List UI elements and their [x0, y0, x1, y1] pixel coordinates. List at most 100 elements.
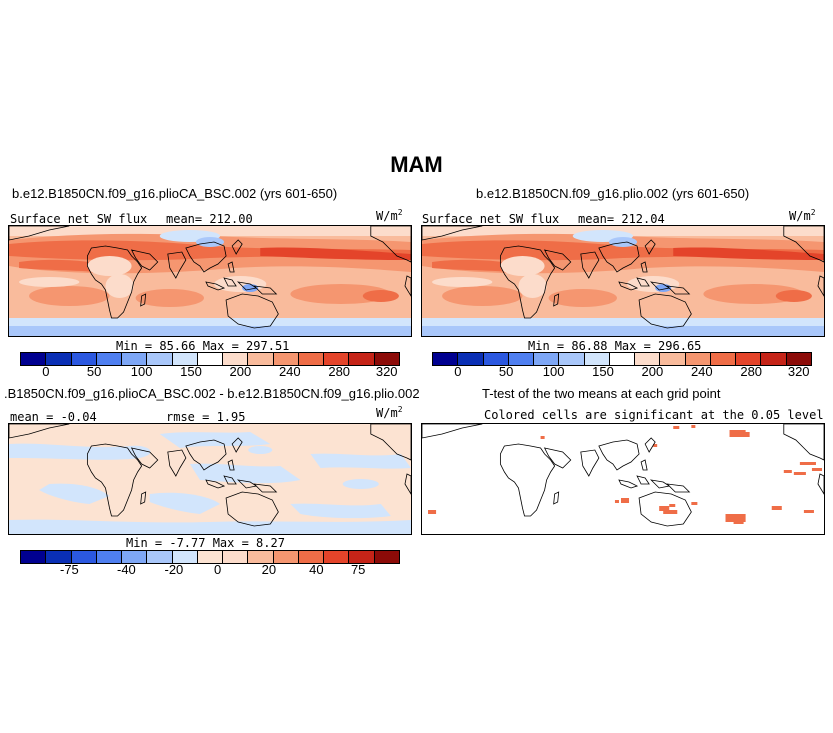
colorbar-top-left-swatch — [197, 353, 224, 365]
colorbar-top-left-tick-label: 200 — [229, 364, 252, 379]
variable-label-top-right: Surface net SW flux — [422, 212, 560, 226]
colorbar-bottom-left-swatch — [324, 551, 350, 563]
units-label-bottom-left: W/m2 — [376, 405, 403, 420]
colorbar-top-right-tick-label: 100 — [542, 364, 565, 379]
colorbar-top-right — [432, 352, 812, 366]
significant-cells — [428, 425, 822, 524]
colorbar-top-right-swatch — [483, 353, 509, 365]
units-label-top-left: W/m2 — [376, 208, 403, 223]
colorbar-bottom-left-tick-label: -40 — [116, 562, 136, 577]
rmse-label-bottom-left: rmse = 1.95 — [166, 410, 246, 424]
colorbar-bottom-left-swatch — [172, 551, 198, 563]
mean-label-bottom-left: mean = -0.04 — [10, 410, 97, 424]
colorbar-top-right-swatch — [458, 353, 484, 365]
colorbar-ticks-top-left: 0 50 100 150 200 240 280 320 — [20, 364, 400, 382]
colorbar-bottom-left-swatch — [122, 551, 148, 563]
colorbar-bottom-left-swatch — [349, 551, 375, 563]
minmax-label-top-right: Min = 86.88 Max = 296.65 — [528, 339, 702, 353]
units-label-top-right: W/m2 — [789, 208, 816, 223]
colorbar-top-left-tick-label: 150 — [180, 364, 202, 379]
colorbar-bottom-left-swatch — [248, 551, 274, 563]
mean-label-top-left: mean= 212.00 — [166, 212, 253, 226]
colorbar-bottom-left-swatch — [71, 551, 97, 563]
colorbar-top-left-tick-label: 240 — [278, 364, 301, 379]
colorbar-top-right-swatch — [736, 353, 762, 365]
colorbar-top-left-tick-label: 280 — [328, 364, 351, 379]
colorbar-bottom-left-swatch — [96, 551, 123, 563]
colorbar-top-left-swatch — [122, 353, 148, 365]
colorbar-top-right-tick-label: 200 — [641, 364, 664, 379]
colorbar-top-right-swatch — [609, 353, 636, 365]
colorbar-bottom-left-swatch — [21, 551, 47, 563]
panel-title-bottom-right: T-test of the two means at each grid poi… — [482, 386, 721, 401]
colorbar-top-left — [20, 352, 400, 366]
colorbar-top-left-swatch — [223, 353, 249, 365]
colorbar-bottom-left-swatch — [197, 551, 224, 563]
colorbar-top-left-tick-label: 50 — [86, 364, 102, 379]
map-bottom-left — [8, 423, 412, 535]
colorbar-top-right-tick-label: 50 — [498, 364, 514, 379]
colorbar-top-left-swatch — [172, 353, 198, 365]
colorbar-ticks-bottom-left: -75 -40 -20 0 20 40 75 — [20, 562, 400, 580]
colorbar-bottom-left-swatch — [298, 551, 325, 563]
panel-subtitle-bottom-right: Colored cells are significant at the 0.0… — [484, 408, 824, 422]
colorbar-top-right-swatch — [761, 353, 787, 365]
colorbar-bottom-left-swatch — [46, 551, 72, 563]
colorbar-bottom-left-tick-label: -20 — [164, 562, 184, 577]
colorbar-top-right-swatch — [660, 353, 686, 365]
colorbar-bottom-left-swatch — [223, 551, 249, 563]
colorbar-bottom-left — [20, 550, 400, 564]
mean-label-top-right: mean= 212.04 — [578, 212, 665, 226]
map-field-top-right — [422, 226, 824, 336]
map-field-bottom-right — [422, 424, 824, 534]
colorbar-top-left-swatch — [349, 353, 375, 365]
colorbar-top-left-tick-label: 0 — [42, 364, 50, 379]
colorbar-top-right-swatch — [685, 353, 711, 365]
map-field-bottom-left — [9, 424, 411, 534]
colorbar-top-right-swatch — [508, 353, 535, 365]
colorbar-top-right-swatch — [710, 353, 737, 365]
panel-title-bottom-left: .B1850CN.f09_g16.plioCA_BSC.002 - b.e12.… — [4, 386, 420, 401]
panel-title-top-left: b.e12.B1850CN.f09_g16.plioCA_BSC.002 (yr… — [12, 186, 338, 201]
colorbar-bottom-left-tick-label: -75 — [59, 562, 79, 577]
colorbar-top-right-tick-label: 240 — [690, 364, 713, 379]
colorbar-top-right-swatch — [584, 353, 610, 365]
colorbar-ticks-top-right: 0 50 100 150 200 240 280 320 — [432, 364, 812, 382]
colorbar-top-left-tick-label: 320 — [375, 364, 398, 379]
colorbar-top-right-tick-label: 0 — [454, 364, 462, 379]
colorbar-top-left-swatch — [21, 353, 47, 365]
map-top-right — [421, 225, 825, 337]
panel-title-top-right: b.e12.B1850CN.f09_g16.plio.002 (yrs 601-… — [476, 186, 750, 201]
colorbar-top-left-swatch — [46, 353, 72, 365]
map-top-left — [8, 225, 412, 337]
minmax-label-bottom-left: Min = -7.77 Max = 8.27 — [126, 536, 285, 550]
colorbar-bottom-left-tick-label: 0 — [213, 562, 222, 577]
colorbar-top-right-swatch — [433, 353, 459, 365]
colorbar-top-left-swatch — [147, 353, 173, 365]
colorbar-bottom-left-tick-label: 75 — [350, 562, 366, 577]
colorbar-bottom-left-swatch — [374, 551, 399, 563]
figure-title: MAM — [390, 152, 443, 177]
colorbar-top-right-tick-label: 150 — [592, 364, 614, 379]
colorbar-top-right-tick-label: 280 — [740, 364, 763, 379]
map-field-top-left — [9, 226, 411, 336]
minmax-label-top-left: Min = 85.66 Max = 297.51 — [116, 339, 290, 353]
colorbar-bottom-left-swatch — [147, 551, 173, 563]
variable-label-top-left: Surface net SW flux — [10, 212, 148, 226]
colorbar-top-right-tick-label: 320 — [787, 364, 810, 379]
colorbar-top-right-swatch — [534, 353, 560, 365]
colorbar-top-left-swatch — [374, 353, 399, 365]
colorbar-top-left-swatch — [273, 353, 299, 365]
map-bottom-right — [421, 423, 825, 535]
colorbar-bottom-left-swatch — [273, 551, 299, 563]
colorbar-top-right-swatch — [635, 353, 661, 365]
colorbar-top-left-tick-label: 100 — [130, 364, 153, 379]
colorbar-top-right-swatch — [786, 353, 811, 365]
colorbar-top-left-swatch — [248, 353, 274, 365]
colorbar-bottom-left-tick-label: 40 — [309, 562, 324, 577]
colorbar-bottom-left-tick-label: 20 — [261, 562, 277, 577]
colorbar-top-right-swatch — [559, 353, 585, 365]
colorbar-top-left-swatch — [324, 353, 350, 365]
colorbar-top-left-swatch — [71, 353, 97, 365]
colorbar-top-left-swatch — [298, 353, 325, 365]
